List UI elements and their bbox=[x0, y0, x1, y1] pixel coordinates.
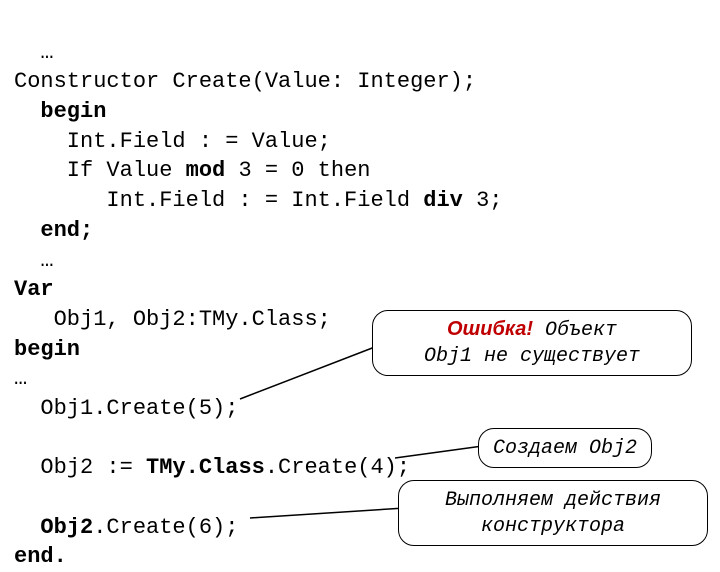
code-line bbox=[14, 515, 40, 540]
code-line: Obj1, Obj2:TMy.Class; bbox=[14, 307, 331, 332]
callout-constructor-actions: Выполняем действия конструктора bbox=[398, 480, 708, 546]
keyword-div: div bbox=[423, 188, 463, 213]
keyword-mod: mod bbox=[186, 158, 226, 183]
callout-error-text2: Obj1 не существует bbox=[424, 345, 640, 368]
code-line: begin bbox=[14, 99, 106, 124]
code-line: 3; bbox=[463, 188, 503, 213]
code-line: Int.Field : = Value; bbox=[14, 129, 331, 154]
code-bold: TMy.Class bbox=[146, 455, 265, 480]
code-line: … bbox=[14, 40, 54, 65]
code-line: Obj2 := bbox=[14, 455, 146, 480]
code-bold: Obj2 bbox=[40, 515, 93, 540]
code-line: Obj1.Create(5); bbox=[14, 396, 238, 421]
code-line: end; bbox=[14, 218, 93, 243]
code-line: 3 = 0 then bbox=[225, 158, 370, 183]
callout-create-text: Создаем Obj2 bbox=[493, 437, 637, 460]
callout-error: Ошибка! Объект Obj1 не существует bbox=[372, 310, 692, 376]
code-line: Constructor Create(Value: Integer); bbox=[14, 69, 476, 94]
callout-actions-text1: Выполняем действия bbox=[445, 489, 661, 512]
code-line: Int.Field : = Int.Field bbox=[14, 188, 423, 213]
code-line: … bbox=[14, 248, 54, 273]
code-line: Var bbox=[14, 277, 54, 302]
code-line: If Value bbox=[14, 158, 186, 183]
callout-create-obj2: Создаем Obj2 bbox=[478, 428, 652, 468]
code-line: .Create(4); bbox=[265, 455, 410, 480]
code-line: … bbox=[14, 366, 27, 391]
callout-error-text1: Объект bbox=[533, 319, 617, 342]
code-line: begin bbox=[14, 337, 80, 362]
code-line: end. bbox=[14, 544, 67, 569]
callout-error-label: Ошибка! bbox=[447, 318, 533, 340]
code-line: .Create(6); bbox=[93, 515, 238, 540]
callout-actions-text2: конструктора bbox=[481, 515, 625, 538]
